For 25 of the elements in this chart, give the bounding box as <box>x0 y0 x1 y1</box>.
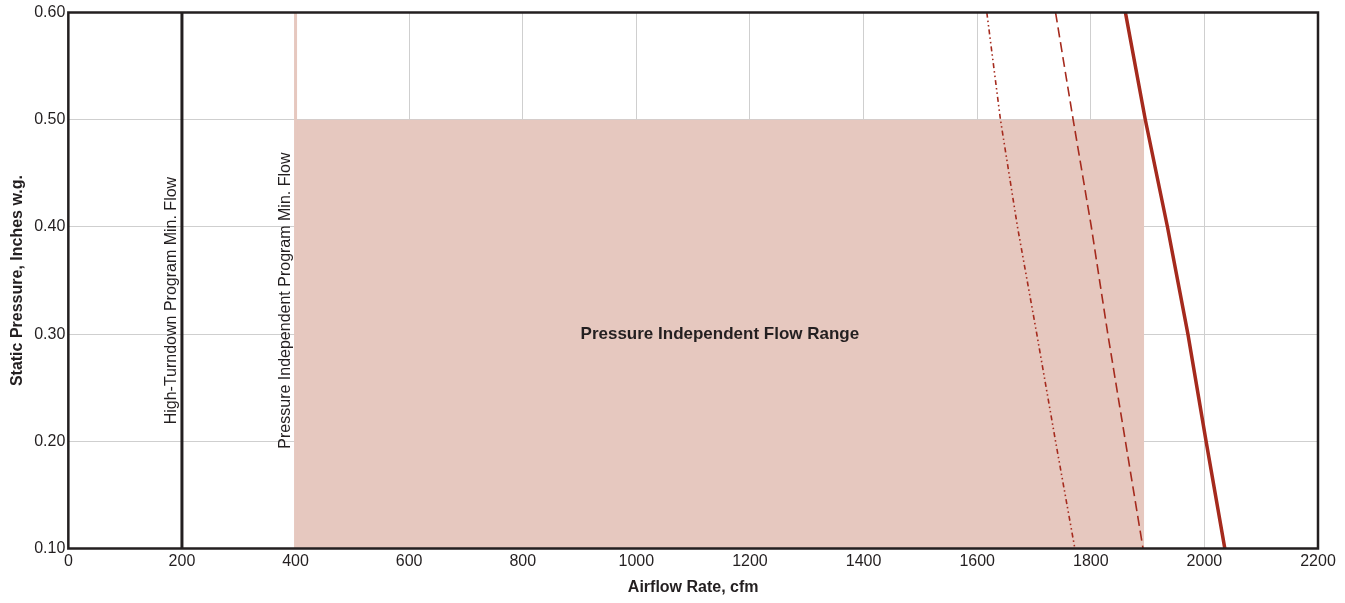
y-tick-label: 0.50 <box>34 110 66 128</box>
x-tick-label: 0 <box>63 551 73 569</box>
x-tick-label: 800 <box>509 551 537 569</box>
y-tick-label: 0.20 <box>34 431 66 449</box>
x-tick-label: 2200 <box>1300 551 1336 569</box>
line-series <box>1054 12 1144 549</box>
y-axis-title: Static Pressure, Inches w.g. <box>8 175 26 387</box>
y-tick-label: 0.40 <box>34 217 66 235</box>
ref-line-label: High-Turndown Program Min. Flow <box>162 176 180 425</box>
y-tick-label: 0.10 <box>34 539 66 557</box>
x-tick-label: 600 <box>395 551 423 569</box>
x-axis-title: Airflow Rate, cfm <box>627 577 759 595</box>
ref-line-label: Pressure Independent Program Min. Flow <box>275 152 293 449</box>
annotation: Pressure Independent Flow Range <box>580 323 860 343</box>
line-series <box>986 12 1076 549</box>
x-tick-label: 1200 <box>732 551 768 569</box>
y-tick-label: 0.60 <box>34 3 66 21</box>
x-tick-label: 2000 <box>1186 551 1223 569</box>
x-tick-label: 200 <box>168 551 196 569</box>
y-tick-label: 0.30 <box>34 324 66 342</box>
x-tick-label: 1600 <box>959 551 996 569</box>
x-tick-label: 400 <box>282 551 309 569</box>
x-tick-label: 1000 <box>618 551 655 569</box>
x-tick-label: 1800 <box>1072 551 1109 569</box>
x-tick-label: 1400 <box>845 551 882 569</box>
